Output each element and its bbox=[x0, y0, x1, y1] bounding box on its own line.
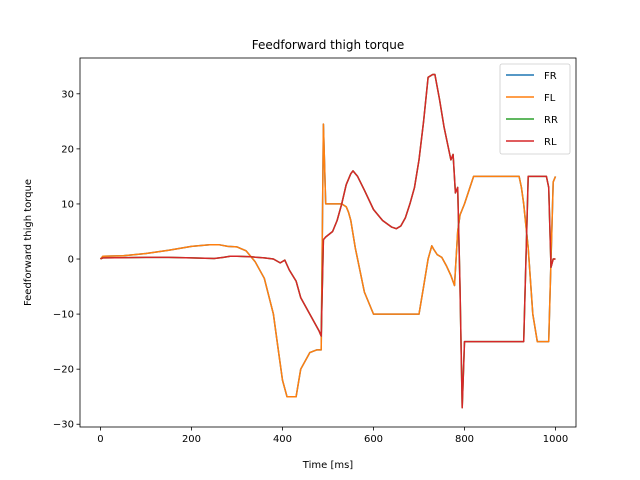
legend: FR FL RR RL bbox=[499, 63, 571, 155]
y-tick-label: 30 bbox=[61, 89, 74, 100]
legend-label-fl: FL bbox=[544, 93, 556, 104]
y-tick-label: 0 bbox=[68, 255, 74, 266]
y-tick-label: 10 bbox=[61, 199, 74, 210]
legend-label-fr: FR bbox=[544, 71, 557, 82]
y-tick-label: −30 bbox=[53, 420, 74, 431]
chart-title: Feedforward thigh torque bbox=[252, 38, 405, 52]
y-axis-label: Feedforward thigh torque bbox=[23, 179, 34, 306]
plot-frame bbox=[79, 57, 577, 428]
y-tick-label: 20 bbox=[61, 144, 74, 155]
series-line-fl bbox=[99, 123, 557, 398]
x-tick-label: 1000 bbox=[543, 434, 568, 445]
x-axis: 0 200 400 600 800 1000 bbox=[97, 427, 568, 445]
legend-label-rl: RL bbox=[544, 137, 557, 148]
x-tick-label: 800 bbox=[455, 434, 474, 445]
x-axis-label: Time [ms] bbox=[302, 460, 354, 471]
y-axis: −30 −20 −10 0 10 20 30 bbox=[53, 89, 80, 431]
x-tick-label: 200 bbox=[182, 434, 201, 445]
series-line-rl bbox=[100, 73, 556, 409]
x-tick-label: 400 bbox=[273, 434, 292, 445]
plot-lines bbox=[99, 73, 557, 409]
legend-label-rr: RR bbox=[544, 115, 558, 126]
y-tick-label: −20 bbox=[53, 365, 74, 376]
x-tick-label: 600 bbox=[364, 434, 383, 445]
y-tick-label: −10 bbox=[53, 310, 74, 321]
x-tick-label: 0 bbox=[97, 434, 103, 445]
legend-box bbox=[499, 63, 571, 155]
